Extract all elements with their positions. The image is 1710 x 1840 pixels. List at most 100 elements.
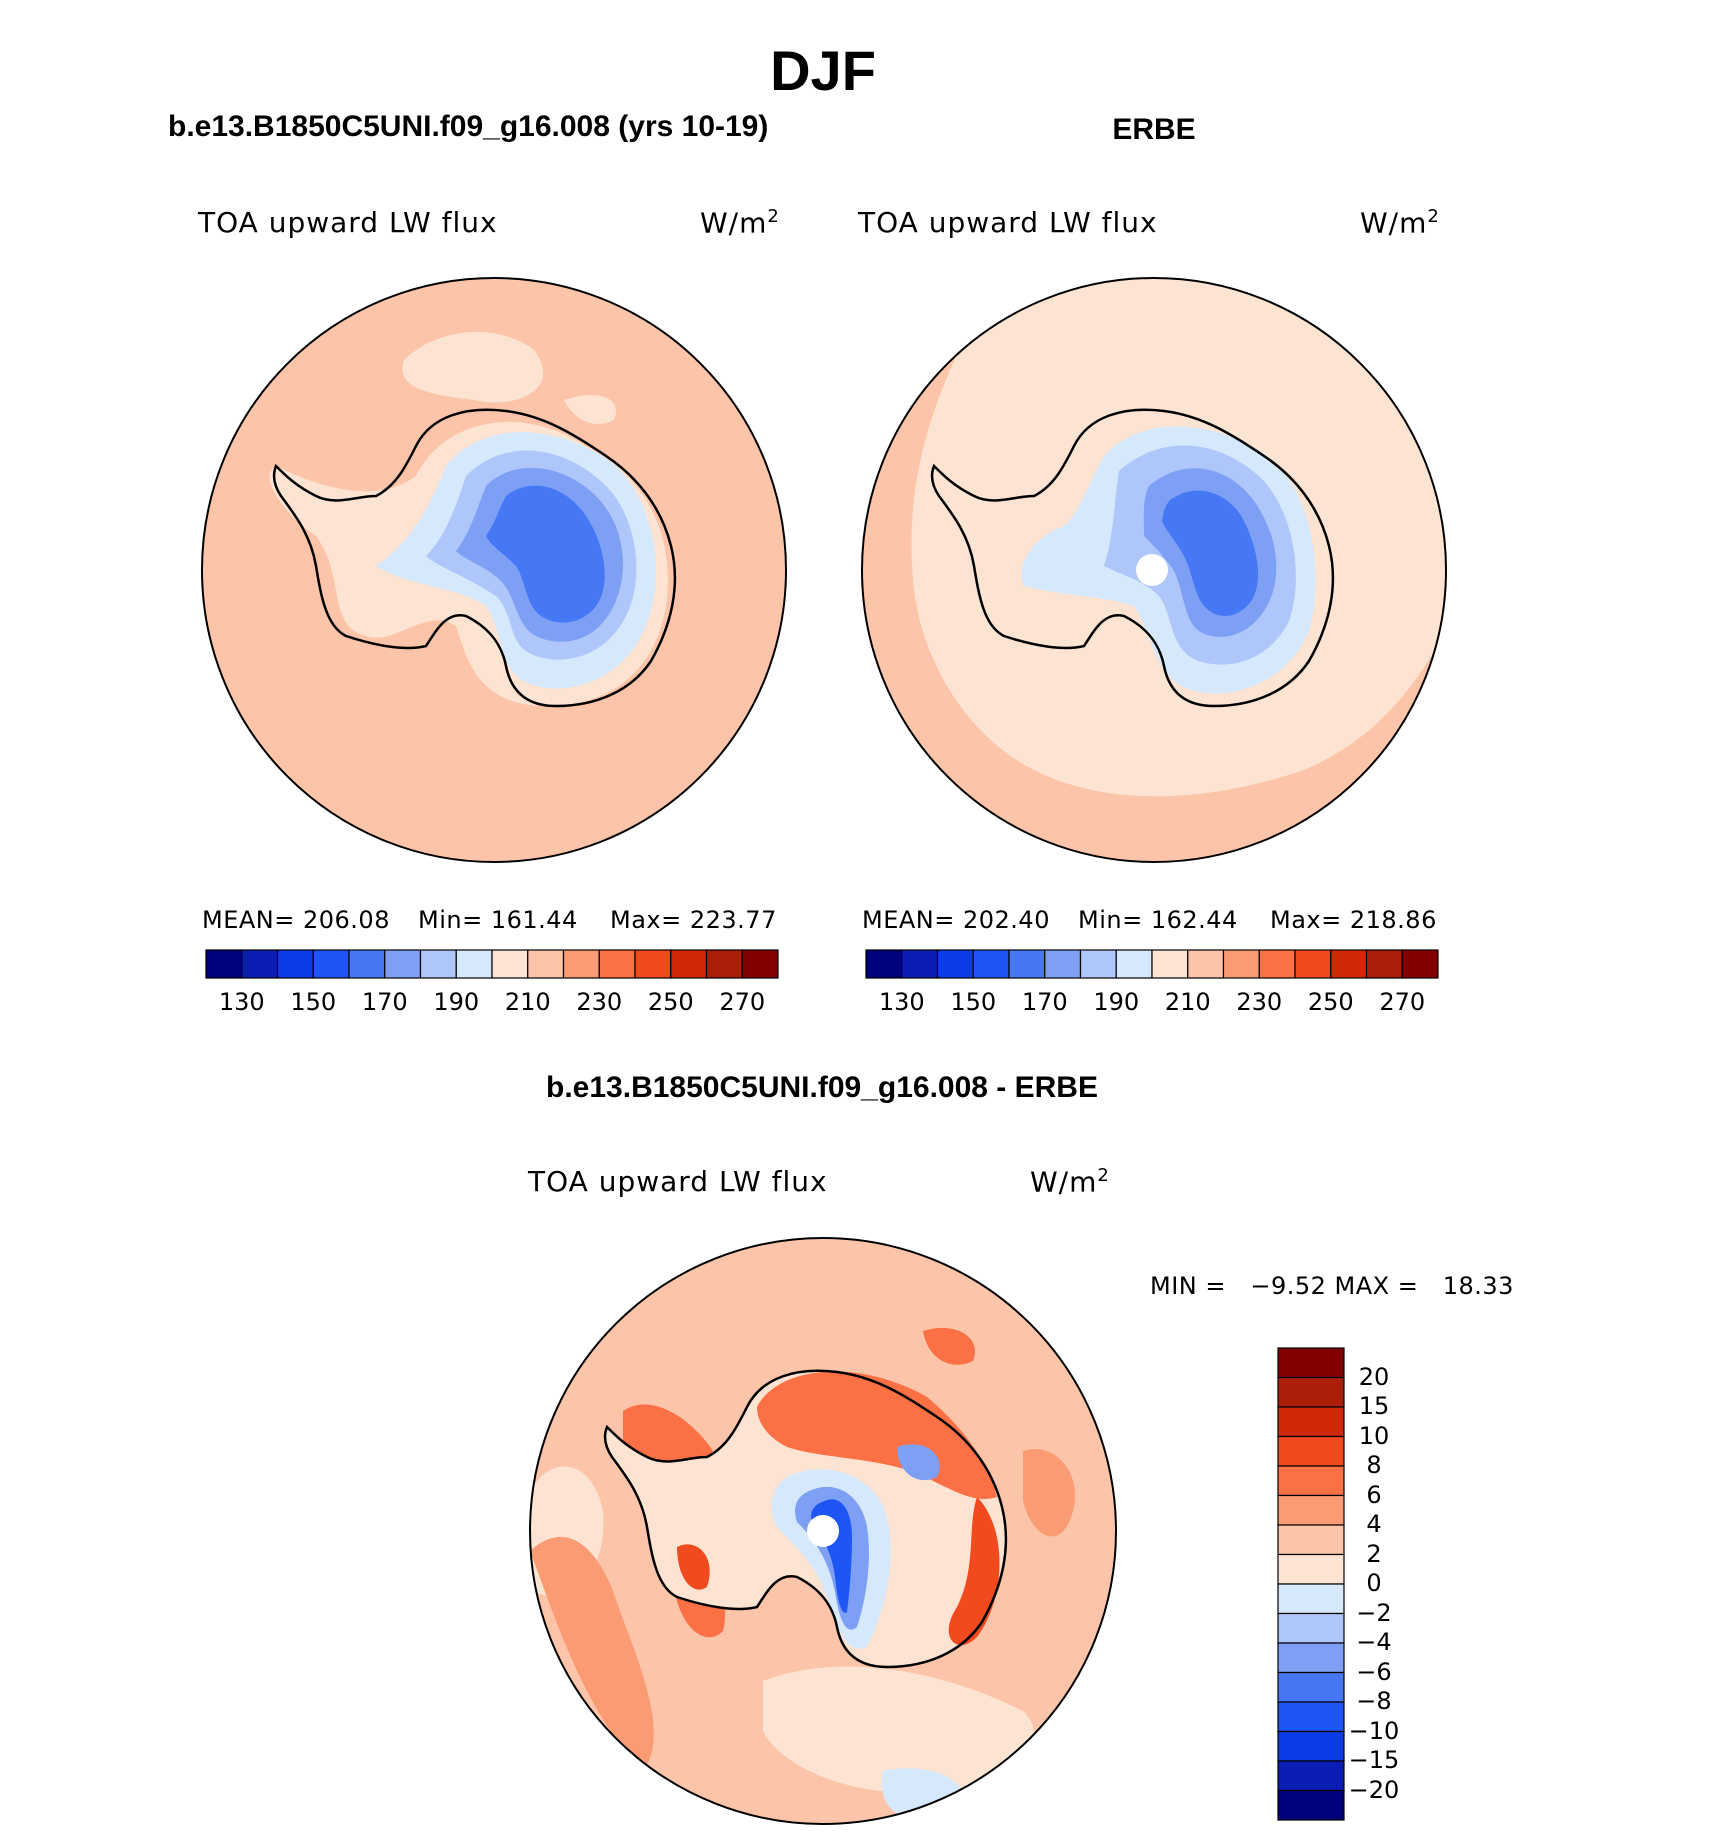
model-coastline: [272, 408, 677, 708]
diff-variable-label: TOA upward LW flux: [528, 1165, 828, 1198]
colorbar-tick-label: 6: [1366, 1480, 1382, 1509]
colorbar-tick-label: 130: [218, 988, 265, 1016]
colorbar-swatch: [1277, 1730, 1345, 1762]
colorbar-tick-label: 170: [1021, 988, 1068, 1016]
colorbar-tick-label: 15: [1358, 1392, 1390, 1420]
colorbar-tick-label: 170: [361, 988, 408, 1016]
colorbar-swatch: [598, 949, 636, 979]
colorbar-tick-label: 210: [504, 988, 551, 1016]
colorbar-swatch: [1277, 1760, 1345, 1792]
colorbar-swatch: [865, 949, 903, 979]
colorbar-swatch: [1079, 949, 1117, 979]
figure-title: DJF: [770, 39, 876, 102]
colorbar-swatch: [1115, 949, 1153, 979]
colorbar-tick-label: 230: [576, 988, 623, 1016]
colorbar-tick-label: 2: [1366, 1539, 1382, 1568]
model-polar-map: [201, 277, 787, 863]
colorbar-tick-label: 0: [1366, 1569, 1382, 1597]
colorbar-swatch: [1277, 1701, 1345, 1733]
colorbar-swatch: [705, 949, 743, 979]
diff-polar-map: [529, 1237, 1117, 1825]
colorbar-swatch: [741, 949, 779, 979]
colorbar-swatch: [1277, 1671, 1345, 1703]
model-mean-stat: MEAN= 206.08: [202, 906, 390, 934]
colorbar-swatch: [1330, 949, 1368, 979]
colorbar-swatch: [1277, 1406, 1345, 1438]
colorbar-swatch: [1365, 949, 1403, 979]
model-panel-title: b.e13.B1850C5UNI.f09_g16.008 (yrs 10-19): [168, 110, 769, 143]
colorbar-tick-label: −20: [1348, 1775, 1400, 1804]
model-antarctica: [269, 408, 677, 708]
colorbar-swatch: [1277, 1642, 1345, 1674]
model-variable-label: TOA upward LW flux: [198, 206, 498, 239]
colorbar-tick-label: 130: [878, 988, 925, 1016]
diff-coastline: [603, 1369, 1008, 1669]
colorbar-swatch: [634, 949, 672, 979]
colorbar-tick-label: 4: [1366, 1510, 1382, 1538]
colorbar-swatch: [276, 949, 314, 979]
colorbar-tick-label: 250: [1307, 988, 1354, 1016]
colorbar-tick-label: 10: [1358, 1421, 1390, 1450]
colorbar-swatch: [901, 949, 939, 979]
obs-mean-stat: MEAN= 202.40: [862, 906, 1050, 934]
colorbar-tick-label: −15: [1348, 1746, 1400, 1774]
colorbar-tick-label: 270: [1379, 988, 1426, 1016]
colorbar-swatch: [1277, 1789, 1345, 1821]
colorbar-swatch: [1222, 949, 1260, 979]
colorbar-swatch: [1008, 949, 1046, 979]
colorbar-swatch: [670, 949, 708, 979]
colorbar-swatch: [1277, 1465, 1345, 1497]
obs-variable-label: TOA upward LW flux: [858, 206, 1158, 239]
colorbar-swatch: [455, 949, 493, 979]
colorbar-swatch: [1187, 949, 1225, 979]
obs-max-stat: Max= 218.86: [1270, 906, 1437, 934]
colorbar-swatch: [1258, 949, 1296, 979]
colorbar-swatch: [527, 949, 565, 979]
colorbar-swatch: [1277, 1435, 1345, 1467]
model-colorbar: [205, 949, 779, 979]
colorbar-tick-label: 150: [290, 988, 337, 1016]
colorbar-swatch: [1277, 1376, 1345, 1408]
colorbar-tick-label: 190: [1093, 988, 1140, 1016]
colorbar-tick-label: −2: [1356, 1598, 1392, 1627]
model-max-stat: Max= 223.77: [610, 906, 777, 934]
colorbar-tick-label: −6: [1356, 1657, 1392, 1686]
colorbar-tick-label: 150: [950, 988, 997, 1016]
colorbar-swatch: [205, 949, 243, 979]
colorbar-tick-label: 250: [647, 988, 694, 1016]
colorbar-swatch: [1277, 1524, 1345, 1556]
diff-panel-title: b.e13.B1850C5UNI.f09_g16.008 - ERBE: [546, 1071, 1098, 1104]
colorbar-tick-label: −4: [1356, 1628, 1392, 1656]
colorbar-tick-label: 270: [719, 988, 766, 1016]
colorbar-swatch: [1277, 1553, 1345, 1585]
colorbar-swatch: [972, 949, 1010, 979]
colorbar-swatch: [1277, 1347, 1345, 1379]
obs-colorbar: [865, 949, 1439, 979]
colorbar-tick-label: 8: [1366, 1451, 1382, 1479]
obs-units-label: W/m2: [1360, 206, 1440, 240]
colorbar-swatch: [1277, 1583, 1345, 1615]
colorbar-tick-label: −8: [1356, 1687, 1392, 1715]
diff-colorbar: [1277, 1347, 1345, 1821]
model-min-stat: Min= 161.44: [418, 906, 578, 934]
obs-coastline: [930, 408, 1335, 708]
colorbar-tick-label: 230: [1236, 988, 1283, 1016]
colorbar-tick-label: −10: [1348, 1716, 1400, 1745]
colorbar-swatch: [384, 949, 422, 979]
colorbar-swatch: [419, 949, 457, 979]
obs-min-stat: Min= 162.44: [1078, 906, 1238, 934]
colorbar-swatch: [1044, 949, 1082, 979]
colorbar-swatch: [1294, 949, 1332, 979]
colorbar-swatch: [936, 949, 974, 979]
colorbar-tick-label: 20: [1358, 1362, 1390, 1391]
diff-units-label: W/m2: [1030, 1165, 1110, 1199]
colorbar-swatch: [1277, 1494, 1345, 1526]
diff-missing-pole: [807, 1515, 839, 1547]
diff-orange-patch: [530, 1536, 654, 1771]
colorbar-swatch: [312, 949, 350, 979]
colorbar-swatch: [491, 949, 529, 979]
colorbar-tick-label: 210: [1164, 988, 1211, 1016]
colorbar-swatch: [348, 949, 386, 979]
colorbar-swatch: [241, 949, 279, 979]
colorbar-swatch: [1277, 1612, 1345, 1644]
